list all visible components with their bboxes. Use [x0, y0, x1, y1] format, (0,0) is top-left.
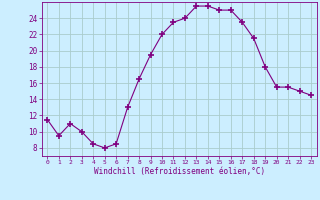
X-axis label: Windchill (Refroidissement éolien,°C): Windchill (Refroidissement éolien,°C) — [94, 167, 265, 176]
